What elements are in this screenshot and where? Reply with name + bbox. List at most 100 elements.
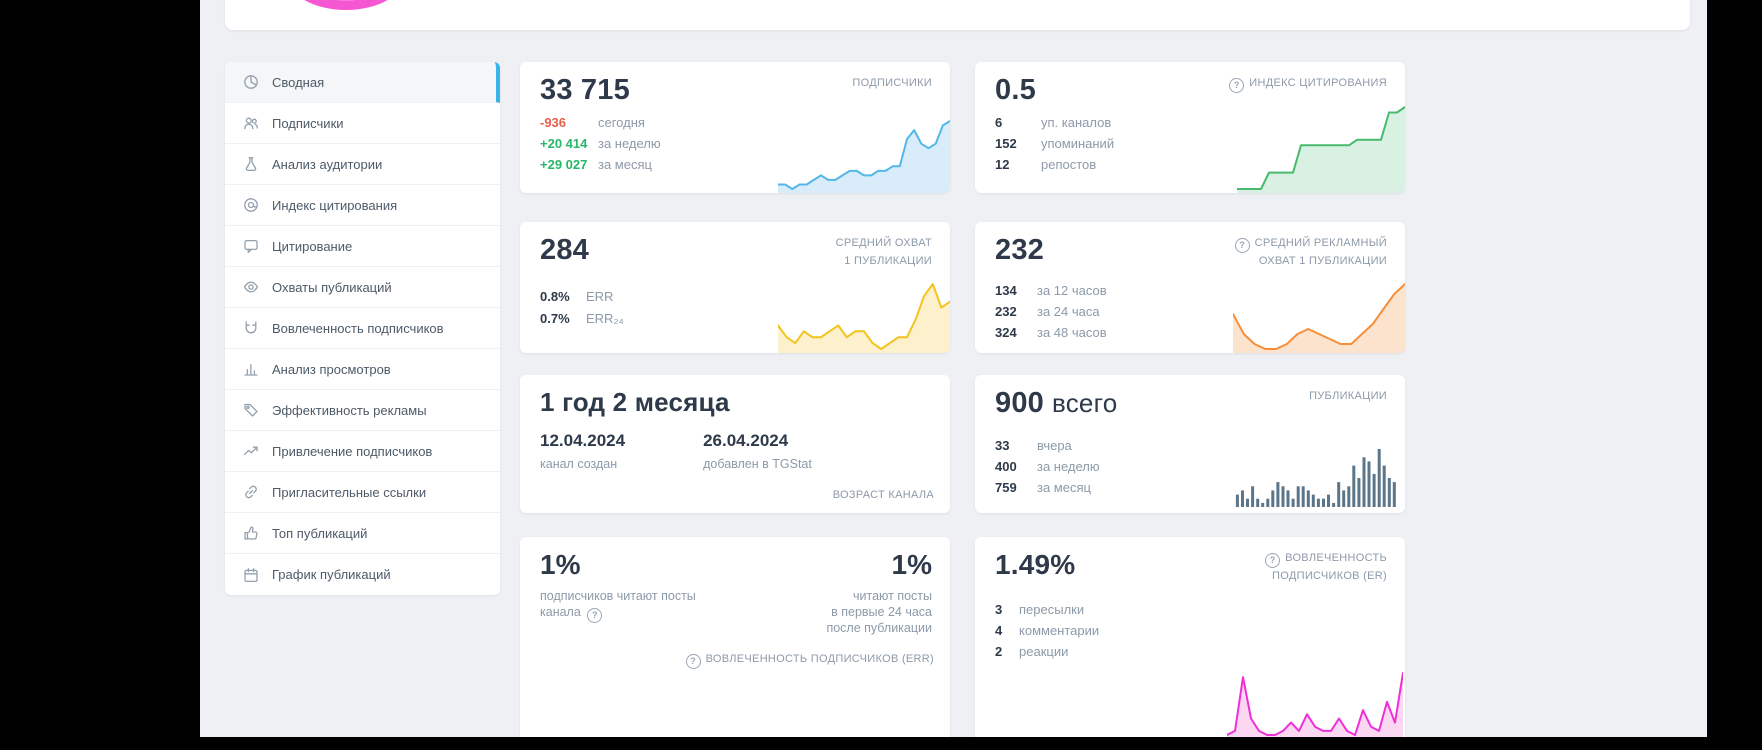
sidebar-item-label: Индекс цитирования <box>272 197 398 213</box>
quote-bubble-icon <box>243 238 259 254</box>
sidebar-item-citations[interactable]: Цитирование <box>225 226 500 267</box>
stat-row: 3 пересылки <box>995 599 1099 620</box>
citation-sparkline <box>1237 101 1405 193</box>
stat-label: упоминаний <box>1041 136 1115 151</box>
er-sparkline <box>1227 667 1403 737</box>
top-summary-card <box>225 0 1690 30</box>
users-icon <box>243 115 259 131</box>
tag-icon <box>243 402 259 418</box>
sidebar-item-ad-effectiveness[interactable]: Эффективность рекламы <box>225 390 500 431</box>
sidebar-item-audience-analysis[interactable]: Анализ аудитории <box>225 144 500 185</box>
sidebar-item-citation-index[interactable]: Индекс цитирования <box>225 185 500 226</box>
date-created: 12.04.2024 канал создан <box>540 431 625 471</box>
citation-stats: 6 уп. каналов 152 упоминаний 12 репостов <box>995 112 1114 175</box>
sidebar-item-engagement[interactable]: Вовлеченность подписчиков <box>225 308 500 349</box>
avg-reach-sparkline <box>778 278 950 353</box>
stat-value: 232 <box>995 304 1017 319</box>
sidebar-item-label: Пригласительные ссылки <box>272 484 427 500</box>
stat-value: +29 027 <box>540 157 588 172</box>
ad-reach-stats: 134 за 12 часов 232 за 24 часа 324 за 48 ча… <box>995 280 1107 343</box>
sidebar-item-summary[interactable]: Сводная <box>225 62 500 103</box>
date-label: канал создан <box>540 457 618 471</box>
caption-line: после публикации <box>826 621 932 635</box>
question-circle-icon[interactable] <box>1234 238 1250 253</box>
sidebar-item-subscriber-acquisition[interactable]: Привлечение подписчиков <box>225 431 500 472</box>
question-circle-icon[interactable] <box>1229 78 1245 93</box>
card-footer-label: ВОВЛЕЧЕННОСТЬ ПОДПИСЧИКОВ (ERR) <box>685 653 934 669</box>
sidebar-menu: Сводная Подписчики Анализ аудитории Инде… <box>225 62 500 595</box>
sidebar-item-posting-schedule[interactable]: График публикаций <box>225 554 500 595</box>
publications-bar-chart <box>1235 447 1397 507</box>
stat-label: за месяц <box>1037 480 1091 495</box>
sidebar-item-label: Эффективность рекламы <box>272 402 427 418</box>
er-stats: 3 пересылки 4 комментарии 2 реакции <box>995 599 1099 662</box>
err-card: 1% подписчиков читают посты канала 1% чи… <box>520 537 950 737</box>
stat-value: 152 <box>995 136 1017 151</box>
question-circle-icon[interactable] <box>587 608 603 623</box>
sidebar-item-label: Цитирование <box>272 238 353 254</box>
date-value: 12.04.2024 <box>540 431 626 450</box>
stat-value: 4 <box>995 623 1003 638</box>
publications-suffix: всего <box>1052 388 1118 418</box>
stat-label: за неделю <box>598 136 661 151</box>
ad-reach-sparkline <box>1233 278 1405 353</box>
stat-label: за 24 часа <box>1037 304 1100 319</box>
question-circle-icon[interactable] <box>1265 553 1281 568</box>
stat-value: 759 <box>995 480 1017 495</box>
stat-value: 400 <box>995 459 1017 474</box>
publications-total: 900 всего <box>975 375 1405 420</box>
card-title: СРЕДНИЙ РЕКЛАМНЫЙ ОХВАТ 1 ПУБЛИКАЦИИ <box>1234 235 1387 271</box>
pie-chart-icon <box>243 74 259 90</box>
publications-count: 900 <box>995 387 1044 419</box>
sidebar-item-invite-links[interactable]: Пригласительные ссылки <box>225 472 500 513</box>
sidebar-item-subscribers[interactable]: Подписчики <box>225 103 500 144</box>
card-title-text: 1 ПУБЛИКАЦИИ <box>844 254 932 267</box>
stat-row: 33 вчера <box>995 435 1100 456</box>
stat-row: 4 комментарии <box>995 620 1099 641</box>
card-title-text: ПОДПИСЧИКОВ (ER) <box>1272 570 1387 582</box>
content-area: Сводная Подписчики Анализ аудитории Инде… <box>200 0 1707 737</box>
stat-label: ERR₂₄ <box>586 311 624 326</box>
err-right-caption: читают посты в первые 24 часа после публ… <box>826 588 932 636</box>
caption-line: канала <box>540 605 581 619</box>
card-title-text: ПУБЛИКАЦИИ <box>1309 390 1387 402</box>
stat-row: 6 уп. каналов <box>995 112 1114 133</box>
pink-donut-chart-icon <box>287 0 405 10</box>
channel-age-value: 1 год 2 месяца <box>540 387 730 417</box>
avg-reach-card: СРЕДНИЙ ОХВАТ 1 ПУБЛИКАЦИИ 284 0.8% ERR 0… <box>520 222 950 353</box>
stat-row: 759 за месяц <box>995 477 1100 498</box>
citation-index-value: 0.5 <box>995 74 1036 106</box>
stat-label: вчера <box>1037 438 1072 453</box>
sidebar-item-views-analysis[interactable]: Анализ просмотров <box>225 349 500 390</box>
card-title: ВОВЛЕЧЕННОСТЬ ПОДПИСЧИКОВ (ER) <box>1265 550 1387 586</box>
sidebar-item-post-reach[interactable]: Охваты публикаций <box>225 267 500 308</box>
question-circle-icon[interactable] <box>685 654 701 669</box>
calendar-icon <box>243 567 259 583</box>
stat-row: 400 за неделю <box>995 456 1100 477</box>
stat-row: -936 сегодня <box>540 112 661 133</box>
err-right-value: 1% <box>891 549 932 580</box>
stat-label: сегодня <box>598 115 645 130</box>
sidebar-item-top-posts[interactable]: Топ публикаций <box>225 513 500 554</box>
err-left-block: 1% подписчиков читают посты канала <box>540 549 696 623</box>
publications-stats: 33 вчера 400 за неделю 759 за месяц <box>995 435 1100 498</box>
err-left-value: 1% <box>540 549 581 580</box>
stat-row: 134 за 12 часов <box>995 280 1107 301</box>
stat-label: уп. каналов <box>1041 115 1112 130</box>
sidebar-item-label: Подписчики <box>272 115 344 131</box>
stat-label: репостов <box>1041 157 1097 172</box>
flask-icon <box>243 156 259 172</box>
channel-age-dates: 12.04.2024 канал создан 26.04.2024 добав… <box>540 431 890 471</box>
magnet-icon <box>243 320 259 336</box>
stat-label: реакции <box>1019 644 1069 659</box>
avg-reach-value: 284 <box>540 234 589 266</box>
stat-value: 6 <box>995 115 1003 130</box>
stat-label: ERR <box>586 289 614 304</box>
stat-value: 3 <box>995 602 1003 617</box>
sidebar-item-label: Анализ аудитории <box>272 156 383 172</box>
stat-value: 134 <box>995 283 1017 298</box>
sidebar-item-label: Вовлеченность подписчиков <box>272 320 444 336</box>
sidebar-item-label: Охваты публикаций <box>272 279 392 295</box>
card-title-text: ИНДЕКС ЦИТИРОВАНИЯ <box>1249 77 1387 89</box>
